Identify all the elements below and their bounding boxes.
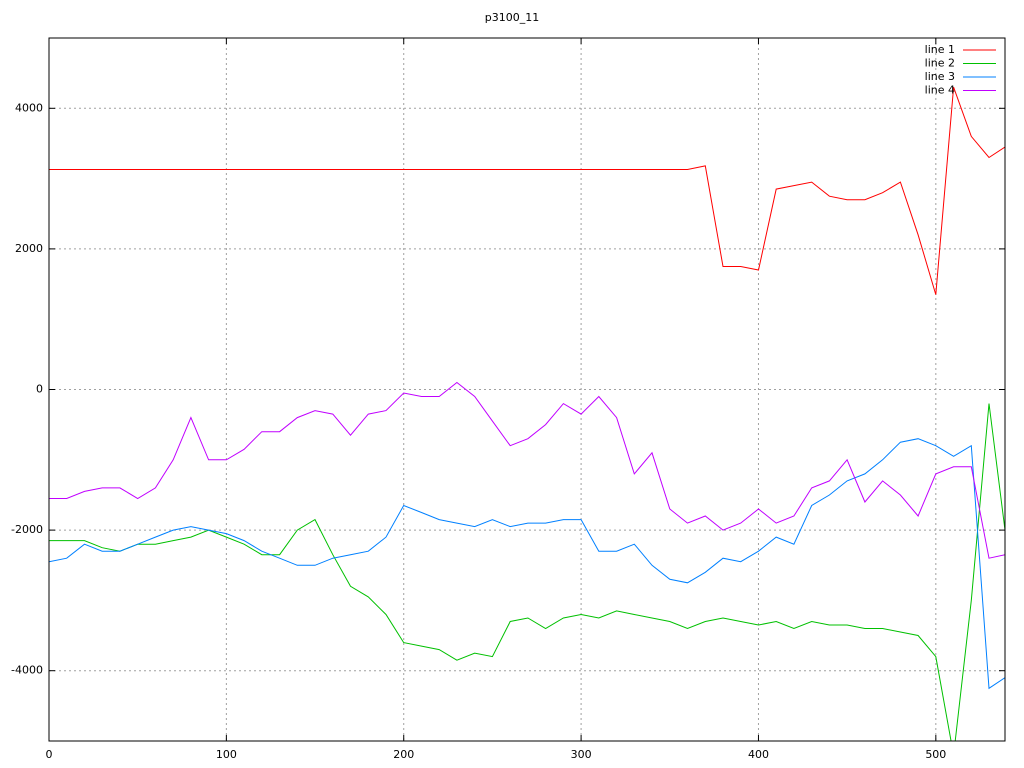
data-line: [49, 381, 1005, 559]
data-line: [49, 87, 1005, 295]
legend-label: line 2: [925, 57, 955, 70]
x-tick-label: 100: [216, 748, 237, 761]
data-line: [49, 438, 1005, 690]
y-tick-label: 0: [36, 383, 43, 396]
x-tick-label: 500: [925, 748, 946, 761]
plot-area: [49, 87, 1005, 741]
plot-border: [48, 37, 1006, 742]
x-tick-label: 300: [571, 748, 592, 761]
grid: [48, 38, 1005, 741]
legend-label: line 3: [925, 70, 955, 83]
y-tick-label: 4000: [15, 101, 43, 114]
chart-title: p3100_11: [485, 11, 539, 24]
legend-label: line 4: [925, 84, 955, 97]
y-tick-label: 2000: [15, 242, 43, 255]
x-tick-label: 0: [46, 748, 53, 761]
x-tick-label: 200: [393, 748, 414, 761]
y-tick-label: -4000: [11, 664, 43, 677]
y-tick-label: -2000: [11, 523, 43, 536]
x-tick-label: 400: [748, 748, 769, 761]
legend-label: line 1: [925, 43, 955, 56]
data-line: [49, 403, 1005, 741]
